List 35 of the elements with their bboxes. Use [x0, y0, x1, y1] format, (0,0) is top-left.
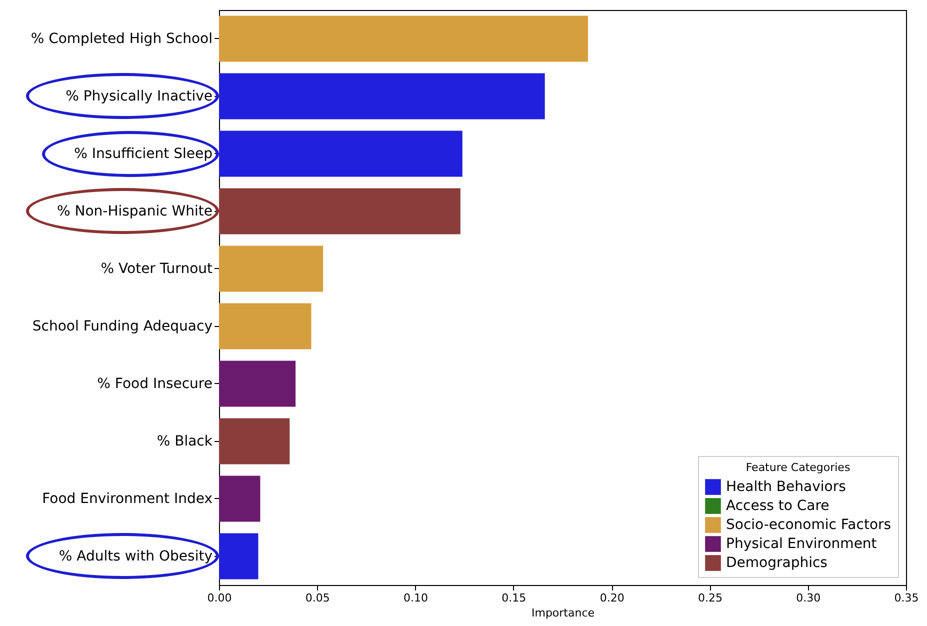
legend-title: Feature Categories: [746, 461, 850, 474]
x-tick-label: 0.25: [698, 592, 722, 604]
x-tick-label: 0.00: [207, 592, 232, 604]
y-tick-label: % Food Insecure: [97, 376, 212, 392]
bar: [219, 16, 588, 62]
y-tick-label: % Insufficient Sleep: [74, 146, 213, 162]
x-tick-label: 0.05: [305, 592, 330, 604]
bar: [219, 476, 260, 522]
y-tick-label: % Physically Inactive: [66, 88, 212, 104]
y-tick-label: % Black: [156, 433, 214, 450]
bar: [219, 303, 312, 350]
x-tick-label: 0.20: [600, 592, 624, 604]
bar: [219, 130, 462, 177]
y-tick-label: % Completed High School: [30, 30, 212, 47]
x-tick-label: 0.30: [796, 592, 821, 604]
legend-label: Access to Care: [726, 498, 830, 514]
legend-label: Socio-economic Factors: [726, 517, 892, 533]
x-tick-label: 0.35: [894, 592, 919, 604]
y-tick-label: % Voter Turnout: [100, 260, 214, 277]
bar: [219, 246, 324, 292]
legend-label: Demographics: [726, 555, 828, 571]
bar: [219, 533, 258, 580]
x-axis-title: Importance: [531, 606, 595, 620]
y-tick-label: % Adults with Obesity: [58, 548, 212, 564]
bar: [219, 418, 290, 464]
bar: [219, 188, 460, 234]
legend-label: Physical Environment: [726, 536, 878, 552]
y-tick-label: Food Environment Index: [42, 490, 212, 507]
x-tick-label: 0.15: [502, 592, 526, 604]
legend-label: Health Behaviors: [726, 479, 846, 495]
bar: [219, 73, 545, 120]
x-tick-label: 0.10: [404, 592, 428, 604]
y-tick-label: % Non-Hispanic White: [56, 203, 212, 220]
bar: [219, 360, 296, 407]
y-tick-label: School Funding Adequacy: [32, 318, 212, 334]
